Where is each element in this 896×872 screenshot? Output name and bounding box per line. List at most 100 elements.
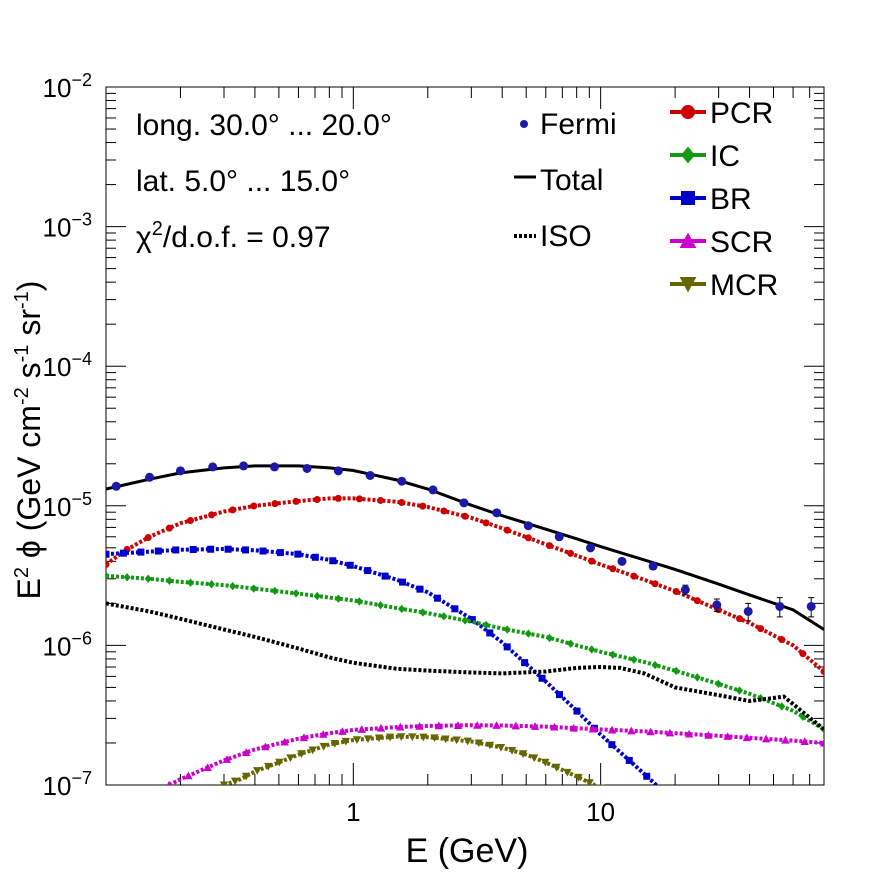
series-marker-pcr [229, 506, 237, 514]
series-marker-ic [503, 625, 511, 634]
series-marker-scr [607, 725, 617, 734]
series-marker-pcr [334, 494, 342, 502]
series-marker-scr [550, 722, 559, 731]
series-iso [106, 601, 824, 731]
series-marker-ic [271, 586, 279, 596]
series-marker-scr [704, 731, 713, 739]
series-marker-pcr [820, 668, 824, 676]
series-marker-scr [357, 725, 366, 733]
legend-item-br: BR [670, 183, 752, 216]
series-marker-mcr [363, 735, 373, 744]
fermi-point [428, 485, 438, 495]
series-marker-ic [736, 686, 744, 695]
series-marker-mcr [507, 747, 517, 755]
fermi-point [617, 556, 627, 566]
series-marker-ic [250, 584, 258, 593]
series-marker-br [189, 545, 197, 553]
series-marker-br [625, 756, 633, 764]
series-marker-scr [569, 723, 578, 732]
legend-item-mcr: MCR [670, 269, 778, 302]
series-marker-pcr [271, 500, 279, 508]
series-marker-br [106, 550, 110, 558]
y-tick-label: 10−7 [43, 768, 92, 801]
series-marker-br [503, 643, 511, 651]
series-marker-pcr [355, 495, 363, 503]
series-marker-mcr [308, 746, 317, 755]
series-marker-br [137, 548, 145, 556]
series-marker-br [259, 547, 267, 555]
annotation-latitude: lat. 5.0° ... 15.0° [136, 165, 350, 198]
series-marker-br [486, 629, 494, 637]
plot-frame [105, 86, 825, 786]
series-marker-br [154, 547, 162, 555]
series-marker-mcr [408, 733, 417, 742]
series-line-total [106, 464, 824, 631]
legend-item-pcr: PCR [670, 97, 773, 130]
fermi-point [648, 561, 658, 571]
series-marker-scr [222, 755, 232, 763]
series-marker-ic [461, 616, 469, 625]
series-marker-mcr [441, 735, 450, 744]
series-marker-mcr [485, 741, 495, 750]
series-marker-ic [398, 604, 406, 614]
series-marker-ic [714, 679, 722, 689]
series-marker-pcr [651, 580, 659, 588]
series-marker-ic [334, 594, 342, 603]
series-marker-mcr [385, 733, 395, 742]
series-marker-ic [524, 629, 532, 638]
legend-marker [681, 146, 695, 164]
series-br [106, 545, 703, 828]
series-marker-ic [106, 571, 110, 581]
series-marker-br [416, 585, 424, 593]
x-axis-label: E (GeV) [406, 832, 529, 870]
series-marker-scr [781, 735, 790, 744]
legend-label: Total [540, 164, 603, 197]
series-marker-mcr [452, 736, 461, 745]
y-tick-labels: 10−7 10−6 10−5 10−4 10−3 10−2 [43, 70, 92, 801]
series-marker-ic [799, 712, 807, 721]
legend-label: MCR [710, 269, 778, 302]
series-marker-br [451, 605, 459, 613]
legend-label: IC [710, 140, 740, 173]
series-marker-br [433, 594, 441, 602]
series-marker-scr [415, 722, 424, 730]
series-total [106, 464, 824, 631]
series-marker-pcr [545, 542, 553, 550]
fermi-point [302, 464, 312, 474]
series-marker-scr [742, 733, 752, 742]
series-marker-ic [651, 660, 659, 670]
series-line-scr [168, 723, 824, 785]
series-marker-ic [229, 581, 237, 591]
series-marker-pcr [165, 524, 173, 532]
series-marker-br [678, 805, 685, 812]
fermi-point [365, 470, 375, 480]
series-marker-ic [313, 591, 321, 601]
series-marker-scr [646, 727, 655, 736]
legend-item-fermi: Fermi [520, 108, 617, 141]
series-marker-scr [166, 780, 172, 785]
series-line-br [106, 546, 660, 785]
series-marker-br [346, 561, 354, 569]
series-layer [106, 464, 824, 828]
series-marker-scr [261, 742, 270, 751]
series-marker-mcr [518, 750, 528, 758]
series-marker-scr [280, 737, 289, 746]
series-marker-scr [530, 722, 540, 730]
series-marker-mcr [352, 736, 362, 744]
series-marker-br [556, 691, 564, 699]
axis-ticks [105, 86, 825, 786]
series-marker-mcr [563, 768, 572, 777]
series-marker-scr [800, 737, 809, 745]
legend-item-scr: SCR [670, 226, 773, 259]
series-marker-ic [630, 655, 638, 664]
series-marker-br [294, 550, 302, 558]
series-marker-mcr [463, 737, 472, 746]
series-marker-br [399, 578, 407, 586]
legend-item-ic: IC [670, 140, 740, 173]
series-marker-br [696, 821, 703, 828]
y-axis-label: E2 ϕ (GeV cm-2 s-1 sr-1) [11, 281, 47, 600]
series-marker-br [329, 557, 337, 565]
series-marker-mcr [275, 758, 284, 767]
fermi-point [680, 585, 690, 595]
